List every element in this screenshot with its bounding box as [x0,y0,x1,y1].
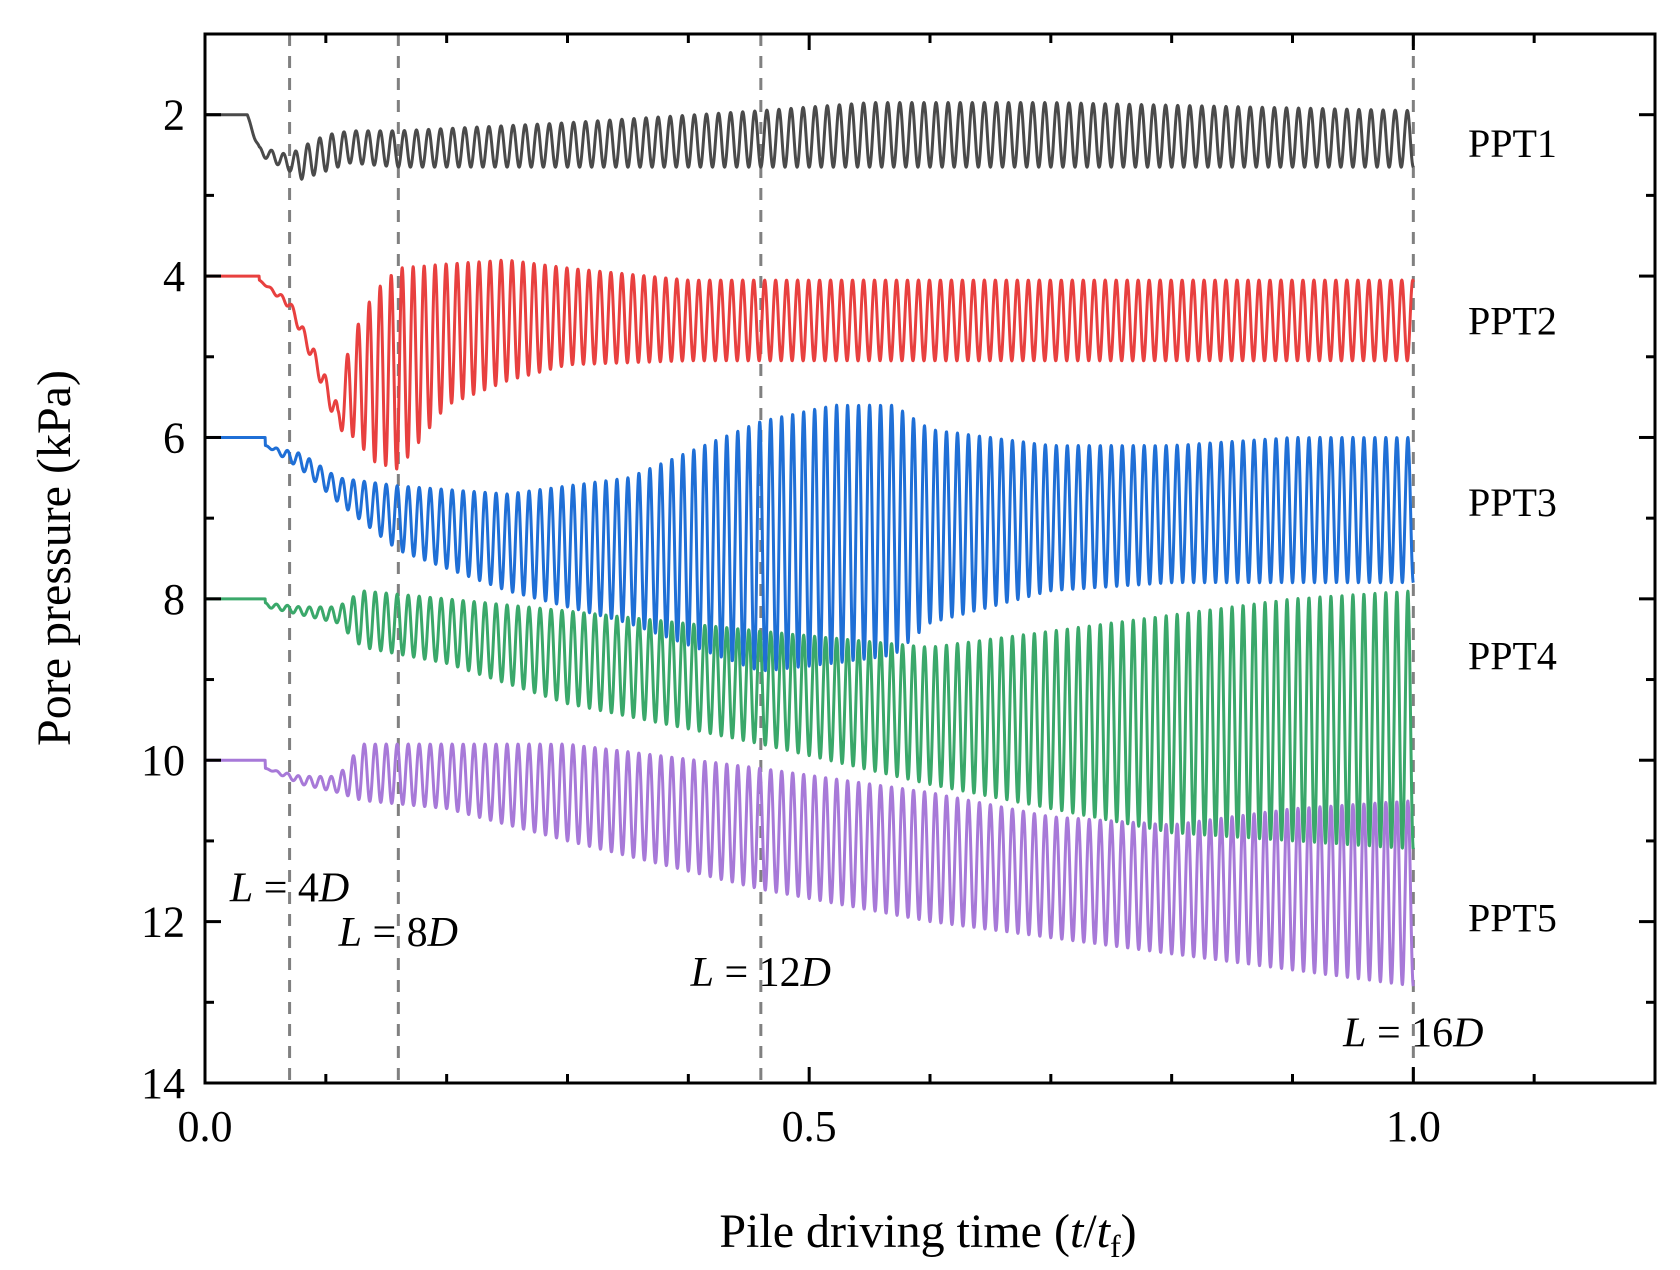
series-line-ppt1 [205,101,1415,181]
series-label-ppt4: PPT4 [1468,633,1557,678]
annotation-l-12d: L = 12D [690,950,831,996]
y-axis-title: Pore pressure (kPa) [28,370,81,746]
series-label-ppt2: PPT2 [1468,298,1557,343]
series-line-ppt2 [205,258,1415,471]
y-tick-label-6: 14 [141,1059,185,1108]
annotation-l-4d: L = 4D [229,865,349,911]
y-tick-label-2: 6 [163,413,185,462]
series-labels: PPT1 PPT2 PPT3 PPT4 PPT5 [1468,121,1557,941]
series-line-ppt4 [205,589,1415,850]
y-tick-label-0: 2 [163,91,185,140]
x-tick-label-1: 0.5 [782,1102,837,1151]
tick-labels: 0.0 0.5 1.0 2 4 6 8 10 12 14 [141,91,1441,1151]
y-tick-label-3: 8 [163,575,185,624]
y-tick-label-4: 10 [141,736,185,785]
x-tick-label-2: 1.0 [1386,1102,1441,1151]
series-lines [205,101,1415,987]
y-tick-label-1: 4 [163,252,185,301]
series-line-ppt5 [205,742,1415,987]
annotation-l-16d: L = 16D [1342,1011,1483,1057]
axis-ticks [203,32,1655,1085]
annotation-l-8d: L = 8D [338,910,458,956]
series-label-ppt1: PPT1 [1468,121,1557,166]
depth-annotations: L = 4DL = 8D L = 12D L = 16D [229,865,1484,1056]
y-tick-label-5: 12 [141,898,185,947]
series-label-ppt3: PPT3 [1468,480,1557,525]
x-tick-label-0: 0.0 [178,1102,233,1151]
series-label-ppt5: PPT5 [1468,896,1557,941]
series-line-ppt3 [205,403,1415,673]
x-axis-title: Pile driving time (t/tf) [719,1205,1136,1264]
